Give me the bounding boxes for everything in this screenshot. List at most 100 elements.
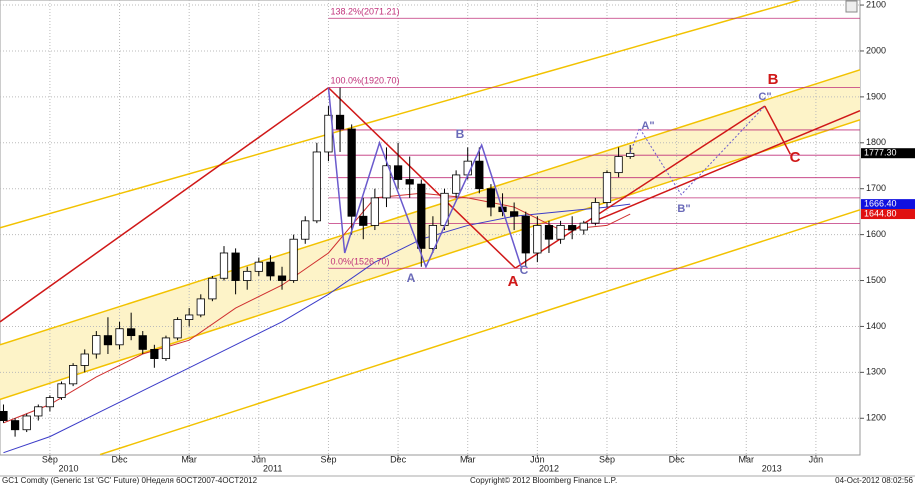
wave-label: C (520, 263, 529, 277)
year-label: 2012 (539, 463, 559, 473)
x-tick-label: Sep (320, 454, 336, 464)
wave-label: B (456, 127, 465, 141)
fib-label: 100.0%(1920.70) (330, 76, 399, 86)
price-tag-label: 1644.80 (864, 208, 897, 218)
candle-body (568, 225, 577, 231)
candle-body (626, 152, 635, 157)
candle-body (92, 335, 101, 355)
x-tick-label: Dec (112, 454, 129, 464)
wave-path (327, 87, 522, 269)
x-tick-label: Mar (460, 454, 476, 464)
y-tick-label: 1400 (866, 321, 886, 331)
y-tick-label: 1300 (866, 367, 886, 377)
candle-body (359, 215, 368, 226)
wave-label: B" (677, 203, 690, 215)
candle-body (417, 183, 426, 249)
y-tick-label: 2100 (866, 0, 886, 9)
wave-label: A" (641, 120, 654, 132)
candle-body (393, 165, 403, 180)
candle-body (510, 211, 519, 217)
candle-body (45, 397, 55, 408)
channel-line (0, 0, 800, 229)
candle-body (475, 160, 484, 190)
candle-body (556, 225, 565, 240)
x-tick-label: Sep (42, 454, 58, 464)
candle-body (69, 365, 78, 385)
wave-label: A (508, 273, 519, 290)
trend-line (595, 109, 861, 222)
price-tag (861, 209, 915, 220)
wave-label: C" (758, 91, 771, 103)
candle-body (452, 174, 461, 194)
x-tick-label: Jun (530, 454, 545, 464)
footer-title: GC1 Comdty (Generic 1st 'GC' Future) 0Не… (2, 476, 258, 485)
candle-body (486, 188, 496, 208)
candle-body (10, 420, 20, 431)
wave-label: A (407, 271, 416, 285)
trend-line (514, 105, 766, 269)
y-tick-label: 1700 (866, 183, 886, 193)
fib-label: 0.0%(1526.70) (330, 257, 389, 267)
candle-body (347, 128, 356, 217)
candle-body (196, 298, 205, 316)
candle-body (138, 335, 147, 350)
trend-line (764, 105, 792, 155)
candle-body (370, 197, 379, 226)
moving-average (3, 192, 631, 424)
candle-body (533, 225, 542, 254)
x-tick-label: Jun (252, 454, 267, 464)
candle-body (185, 314, 194, 320)
candle-body (219, 252, 229, 279)
projection-path (629, 105, 766, 196)
candle-body (382, 165, 391, 199)
x-tick-label: Mar (739, 454, 755, 464)
candle-body (115, 328, 124, 346)
candle-body (277, 275, 287, 281)
channel-line (99, 209, 861, 456)
candle-body (243, 270, 252, 281)
candle-body (127, 328, 136, 337)
price-tag (861, 199, 915, 210)
candle-body (301, 220, 310, 240)
price-tag-label: 1777.30 (864, 148, 897, 158)
candle-body (103, 335, 113, 346)
candle-body (231, 252, 240, 281)
candle-body (57, 383, 66, 399)
x-tick-label: Dec (669, 454, 686, 464)
price-tag-label: 1666.40 (864, 199, 897, 209)
candle-body (22, 415, 31, 431)
x-tick-label: Dec (390, 454, 407, 464)
candle-body (602, 172, 612, 203)
candle-body (312, 151, 321, 222)
zoom-icon[interactable] (845, 0, 858, 13)
candle-body (34, 406, 43, 417)
candle-body (254, 261, 263, 272)
candle-body (161, 337, 171, 359)
y-tick-label: 1500 (866, 275, 886, 285)
y-tick-label: 1200 (866, 413, 886, 423)
trend-line (0, 87, 329, 323)
candle-body (173, 319, 182, 339)
wave-label: C (790, 149, 801, 166)
candle-body (335, 114, 345, 130)
candle-body (324, 114, 333, 153)
price-tag (861, 148, 915, 159)
copyright: Copyright© 2012 Bloomberg Finance L.P. (470, 476, 617, 485)
y-tick-label: 1600 (866, 229, 886, 239)
candle-body (80, 353, 89, 366)
candle-body (289, 238, 298, 281)
y-tick-label: 1800 (866, 137, 886, 147)
candle-body (150, 348, 159, 359)
channel-line (0, 69, 861, 346)
candle-body (544, 225, 554, 240)
moving-average (3, 203, 631, 454)
candle-body (521, 215, 530, 254)
candle-body (0, 410, 8, 421)
candle-body (428, 225, 438, 249)
x-tick-label: Sep (599, 454, 615, 464)
x-tick-label: Jun (809, 454, 824, 464)
candle-body (591, 202, 600, 224)
candle-body (266, 261, 275, 277)
wave-label: B (768, 71, 779, 88)
